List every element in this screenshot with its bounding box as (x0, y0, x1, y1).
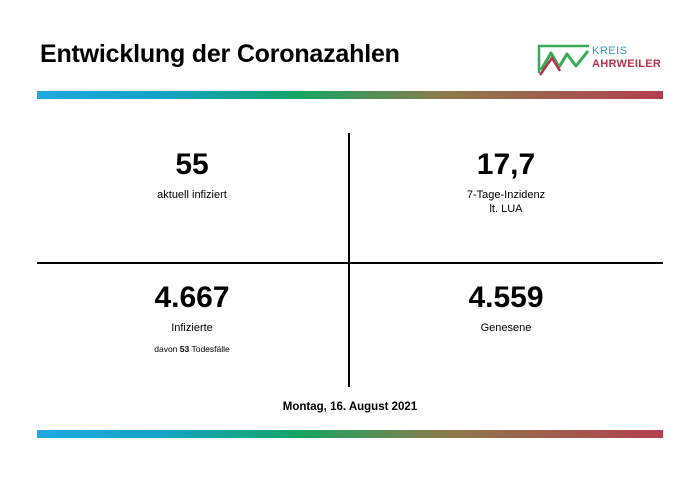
stat-value: 55 (175, 148, 209, 181)
deaths-suffix: Todesfälle (191, 344, 230, 354)
stat-label-line: lt. LUA (489, 203, 523, 215)
grid-horizontal-divider (37, 262, 663, 264)
stat-value: 17,7 (476, 148, 536, 181)
stat-value: 4.667 (154, 281, 230, 314)
stat-incidence: 17,7 7-Tage-Inzidenz lt. LUA (406, 148, 606, 216)
gradient-bar-top (37, 91, 663, 99)
stat-label: Infizierte (171, 322, 213, 334)
logo-text-kreis: KREIS (592, 45, 628, 57)
stat-label: 7-Tage-Inzidenz lt. LUA (406, 188, 606, 216)
stat-recovered: 4.559 Genesene (406, 281, 606, 335)
stat-label: aktuell infiziert (157, 189, 227, 201)
deaths-note: davon 53 Todesfälle (92, 343, 292, 355)
logo-mark-icon (537, 44, 590, 76)
report-date: Montag, 16. August 2021 (282, 401, 418, 413)
logo-text-ahrweiler: AHRWEILER (592, 58, 662, 70)
stat-currently-infected: 55 aktuell infiziert (92, 148, 292, 202)
deaths-prefix: davon (154, 344, 178, 354)
stat-label-line: 7-Tage-Inzidenz (466, 189, 546, 201)
stat-label: Genesene (480, 322, 532, 334)
page-title: Entwicklung der Coronazahlen (40, 40, 400, 68)
kreis-ahrweiler-logo: KREIS AHRWEILER (536, 42, 666, 76)
stat-infected-total: 4.667 Infizierte davon 53 Todesfälle (92, 281, 292, 355)
grid-vertical-divider (348, 133, 350, 387)
stat-value: 4.559 (468, 281, 544, 314)
deaths-value: 53 (179, 344, 190, 354)
gradient-bar-bottom (37, 430, 663, 438)
